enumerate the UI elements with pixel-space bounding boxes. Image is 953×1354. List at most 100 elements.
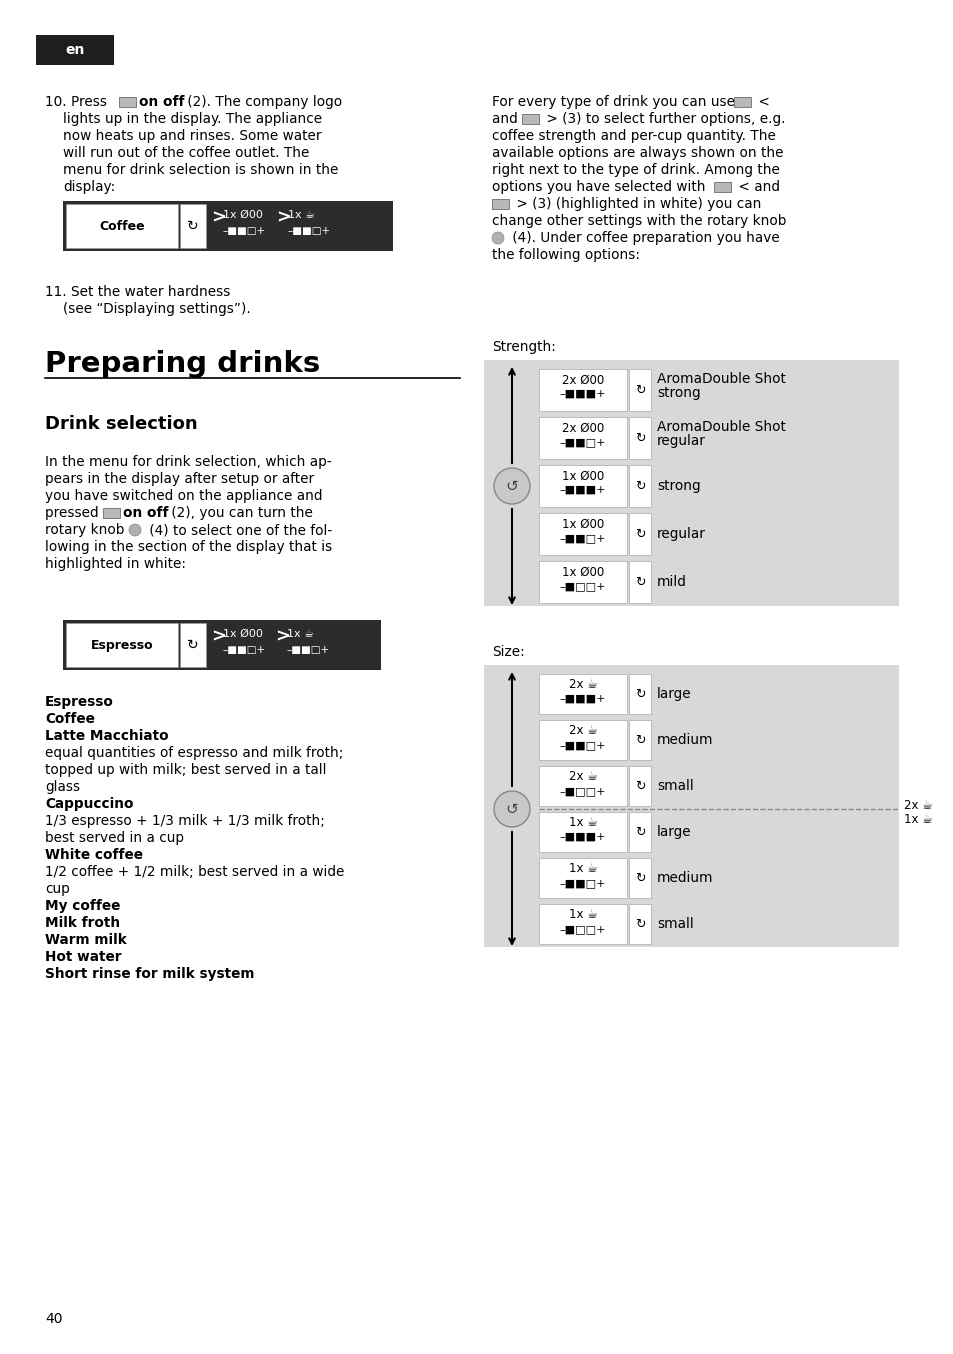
- Text: In the menu for drink selection, which ap-: In the menu for drink selection, which a…: [45, 455, 332, 468]
- Text: 40: 40: [45, 1312, 63, 1326]
- Text: ↺: ↺: [505, 802, 517, 816]
- Text: Strength:: Strength:: [492, 340, 556, 353]
- Text: equal quantities of espresso and milk froth;: equal quantities of espresso and milk fr…: [45, 746, 343, 760]
- Text: large: large: [657, 825, 691, 839]
- Text: >: >: [275, 209, 291, 227]
- Text: Cappuccino: Cappuccino: [45, 798, 133, 811]
- Text: glass: glass: [45, 780, 80, 793]
- Text: will run out of the coffee outlet. The: will run out of the coffee outlet. The: [63, 146, 309, 160]
- Text: on off: on off: [123, 506, 169, 520]
- Bar: [538, 370, 626, 412]
- Text: –■■□+: –■■□+: [559, 533, 605, 543]
- Text: –■□□+: –■□□+: [559, 923, 605, 934]
- Text: regular: regular: [657, 527, 705, 542]
- Text: 2x ☕: 2x ☕: [568, 769, 597, 783]
- Text: >: >: [211, 628, 226, 646]
- Bar: [63, 200, 393, 250]
- Text: 2x Ø00: 2x Ø00: [561, 374, 603, 386]
- Text: 11. Set the water hardness: 11. Set the water hardness: [45, 284, 230, 299]
- Text: –■■□+: –■■□+: [287, 645, 330, 655]
- Bar: [538, 812, 626, 852]
- Bar: [628, 370, 650, 412]
- Text: ↺: ↺: [505, 478, 517, 493]
- Bar: [538, 904, 626, 944]
- Text: ↻: ↻: [634, 918, 644, 930]
- Text: large: large: [657, 686, 691, 701]
- Text: lights up in the display. The appliance: lights up in the display. The appliance: [63, 112, 322, 126]
- Text: –■■□+: –■■□+: [559, 437, 605, 447]
- Text: the following options:: the following options:: [492, 248, 639, 263]
- Text: now heats up and rinses. Some water: now heats up and rinses. Some water: [63, 129, 321, 144]
- Text: ↻: ↻: [187, 219, 198, 233]
- Text: ↻: ↻: [634, 872, 644, 884]
- Text: (see “Displaying settings”).: (see “Displaying settings”).: [63, 302, 251, 315]
- Text: –■■■+: –■■■+: [559, 695, 605, 704]
- Text: strong: strong: [657, 479, 700, 493]
- Text: 1x ☕: 1x ☕: [568, 861, 597, 875]
- Text: Drink selection: Drink selection: [45, 414, 197, 433]
- Text: options you have selected with: options you have selected with: [492, 180, 709, 194]
- Text: 1x Ø00: 1x Ø00: [223, 210, 263, 219]
- Text: highlighted in white:: highlighted in white:: [45, 556, 186, 571]
- Text: 1x ☕: 1x ☕: [568, 815, 597, 829]
- Bar: [628, 674, 650, 714]
- Bar: [483, 360, 898, 607]
- Bar: [66, 204, 178, 248]
- Text: Coffee: Coffee: [45, 712, 94, 726]
- Text: AromaDouble Shot: AromaDouble Shot: [657, 372, 785, 386]
- Text: White coffee: White coffee: [45, 848, 143, 862]
- Text: menu for drink selection is shown in the: menu for drink selection is shown in the: [63, 162, 338, 177]
- Text: lowing in the section of the display that is: lowing in the section of the display tha…: [45, 540, 332, 554]
- Text: 1/2 coffee + 1/2 milk; best served in a wide: 1/2 coffee + 1/2 milk; best served in a …: [45, 865, 344, 879]
- Bar: [733, 97, 750, 107]
- Text: 2x ☕: 2x ☕: [568, 723, 597, 737]
- Text: display:: display:: [63, 180, 115, 194]
- Text: ↻: ↻: [634, 734, 644, 746]
- Text: (4) to select one of the fol-: (4) to select one of the fol-: [145, 523, 332, 538]
- Text: –■■□+: –■■□+: [223, 645, 266, 655]
- Text: –■■■+: –■■■+: [559, 389, 605, 399]
- Text: best served in a cup: best served in a cup: [45, 831, 184, 845]
- Text: 1x Ø00: 1x Ø00: [561, 566, 603, 578]
- Text: 2x ☕: 2x ☕: [903, 799, 932, 812]
- Bar: [521, 114, 538, 125]
- Bar: [492, 199, 509, 209]
- Text: 2x ☕: 2x ☕: [568, 677, 597, 691]
- Text: available options are always shown on the: available options are always shown on th…: [492, 146, 782, 160]
- Text: –■□□+: –■□□+: [559, 787, 605, 796]
- Text: regular: regular: [657, 435, 705, 448]
- Text: 1x Ø00: 1x Ø00: [223, 630, 263, 639]
- Text: –■■□+: –■■□+: [559, 741, 605, 750]
- Text: > (3) to select further options, e.g.: > (3) to select further options, e.g.: [541, 112, 784, 126]
- Text: ↻: ↻: [634, 780, 644, 792]
- Bar: [538, 674, 626, 714]
- Text: you have switched on the appliance and: you have switched on the appliance and: [45, 489, 322, 502]
- Text: 1/3 espresso + 1/3 milk + 1/3 milk froth;: 1/3 espresso + 1/3 milk + 1/3 milk froth…: [45, 814, 325, 829]
- Text: AromaDouble Shot: AromaDouble Shot: [657, 420, 785, 435]
- Text: ↻: ↻: [634, 575, 644, 589]
- Text: Espresso: Espresso: [45, 695, 113, 709]
- Text: ↻: ↻: [187, 638, 198, 653]
- Text: Milk froth: Milk froth: [45, 917, 120, 930]
- Text: –■■□+: –■■□+: [288, 226, 331, 236]
- Text: >: >: [274, 628, 290, 646]
- Text: change other settings with the rotary knob: change other settings with the rotary kn…: [492, 214, 785, 227]
- Bar: [483, 665, 898, 946]
- Text: medium: medium: [657, 871, 713, 886]
- Bar: [538, 513, 626, 555]
- Text: <: <: [753, 95, 769, 110]
- Bar: [66, 623, 178, 668]
- Bar: [103, 508, 120, 519]
- Bar: [119, 97, 136, 107]
- Bar: [713, 181, 730, 192]
- Text: ↻: ↻: [634, 432, 644, 444]
- Bar: [538, 766, 626, 806]
- Bar: [180, 204, 206, 248]
- Text: rotary knob: rotary knob: [45, 523, 129, 538]
- Bar: [628, 904, 650, 944]
- Text: and: and: [492, 112, 521, 126]
- Bar: [36, 35, 113, 65]
- Text: small: small: [657, 779, 693, 793]
- Text: –■■□+: –■■□+: [223, 226, 266, 236]
- Text: (4). Under coffee preparation you have: (4). Under coffee preparation you have: [507, 232, 779, 245]
